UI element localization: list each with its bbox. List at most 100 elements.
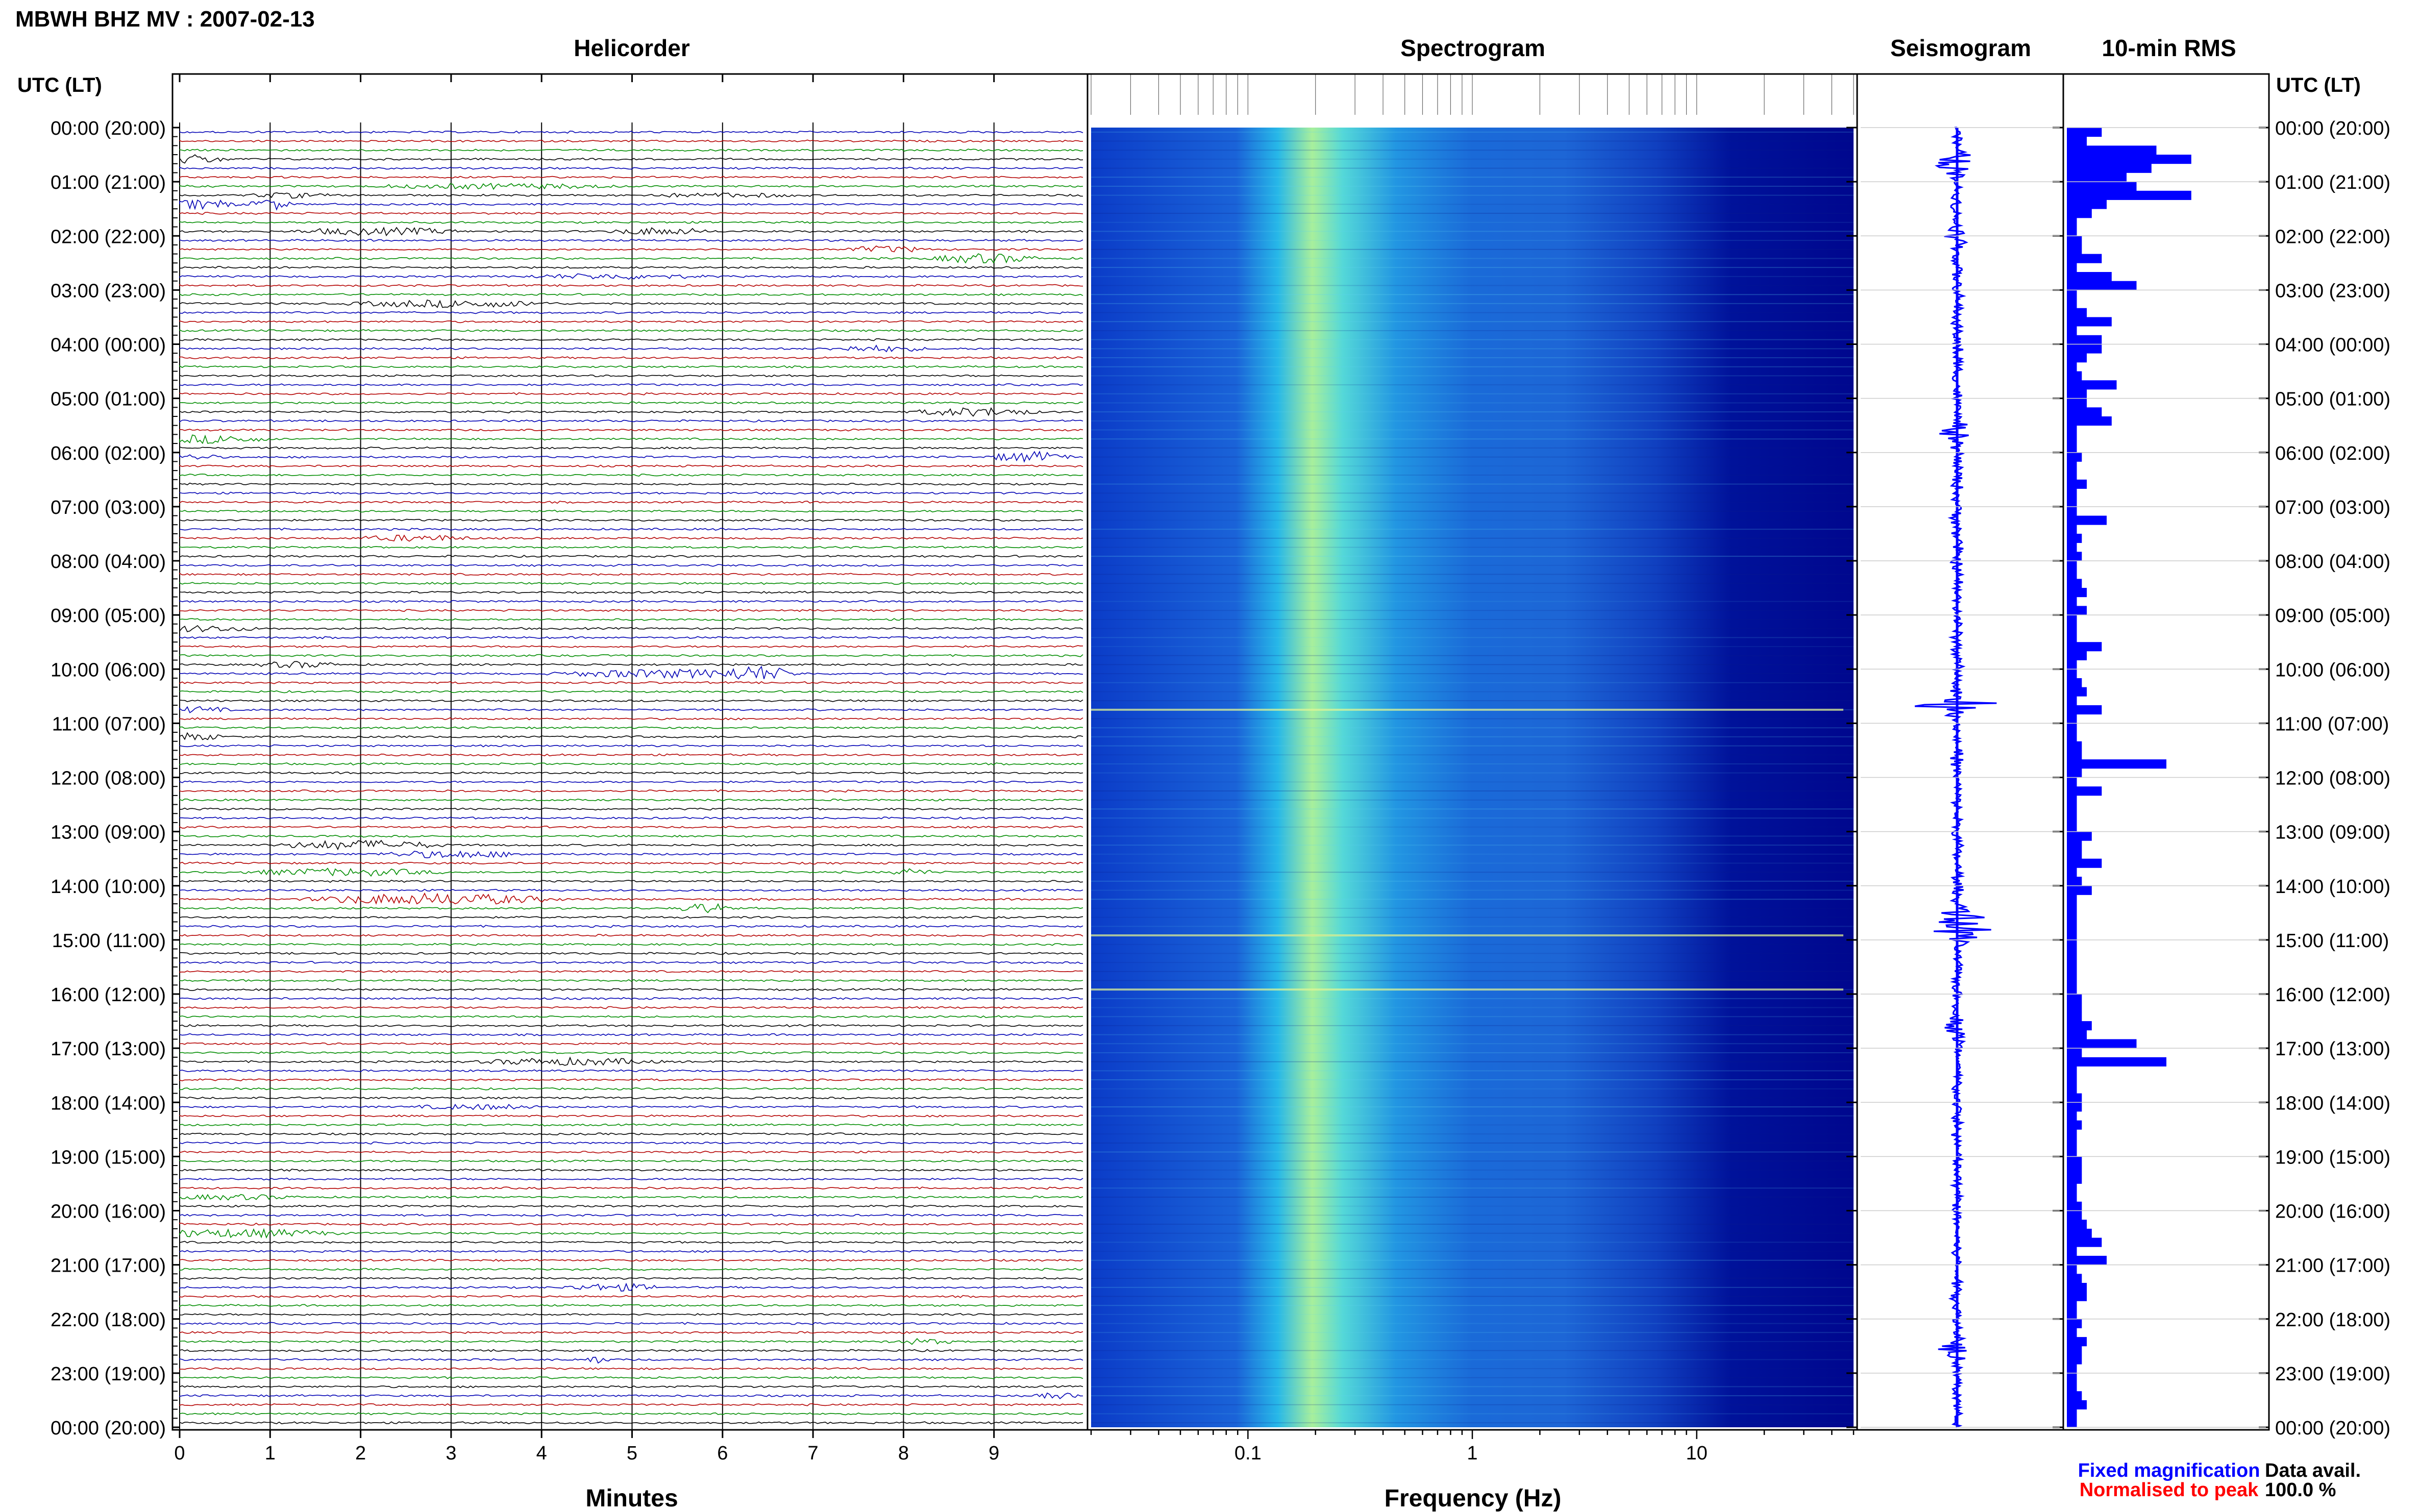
rms-bar: [2067, 236, 2082, 245]
rms-bar: [2067, 182, 2137, 191]
frequency-tick-label: 0.1: [1235, 1443, 1262, 1464]
legend-fixed-magnification: Fixed magnification: [2078, 1460, 2260, 1481]
helicorder-trace-row: [179, 434, 1083, 444]
helicorder-trace-row: [179, 888, 1083, 892]
helicorder-trace-row: [179, 176, 1083, 179]
rms-bar: [2067, 1400, 2087, 1410]
rms-bar: [2067, 163, 2152, 173]
helicorder-trace-row: [179, 450, 1083, 463]
helicorder-trace-row: [179, 798, 1083, 802]
helicorder-trace-row: [179, 1078, 1083, 1081]
helicorder-trace-row: [179, 706, 1083, 713]
rms-bar: [2067, 1418, 2077, 1428]
minute-tick-label: 6: [717, 1443, 728, 1464]
rms-bar: [2067, 515, 2107, 525]
helicorder-trace-row: [179, 1087, 1083, 1090]
helicorder-trace-row: [179, 1258, 1083, 1262]
helicorder-trace-row: [179, 293, 1083, 296]
helicorder-trace-row: [179, 880, 1083, 883]
helicorder-trace-row: [179, 419, 1083, 423]
rms-bar: [2067, 461, 2077, 471]
rms-bar: [2067, 1301, 2077, 1310]
rms-bar: [2067, 1003, 2082, 1012]
time-axis-title-left: UTC (LT): [17, 74, 102, 96]
rms-bar: [2067, 200, 2107, 209]
time-tick-label-left: 12:00 (08:00): [51, 768, 166, 789]
rms-bar: [2067, 1247, 2077, 1256]
helicorder-trace-row: [179, 329, 1083, 332]
rms-bar: [2067, 227, 2077, 236]
helicorder-trace-row: [179, 867, 1083, 877]
rms-bar: [2067, 949, 2077, 958]
helicorder-trace-row: [179, 564, 1083, 567]
helicorder-xlabel: Minutes: [585, 1485, 678, 1512]
rms-bar: [2067, 525, 2077, 534]
helicorder-trace-row: [179, 1051, 1083, 1054]
helicorder-trace-row: [179, 943, 1083, 946]
rms-bar: [2067, 434, 2077, 444]
time-tick-label-right: 15:00 (11:00): [2275, 930, 2389, 952]
rms-bars: [2067, 128, 2191, 1428]
helicorder-trace-row: [179, 338, 1083, 341]
rms-bar: [2067, 1391, 2082, 1401]
spectrogram-background: [1091, 128, 1854, 1427]
rms-bar: [2067, 1274, 2082, 1283]
rms-bar: [2067, 479, 2087, 489]
helicorder-trace-row: [179, 220, 1083, 224]
helicorder-trace-row: [179, 997, 1083, 1000]
helicorder-trace-row: [179, 690, 1083, 693]
rms-bar: [2067, 1048, 2082, 1058]
minute-tick-label: 0: [174, 1443, 185, 1464]
rms-bar: [2067, 804, 2077, 814]
helicorder-trace-row: [179, 555, 1083, 558]
time-tick-label-right: 14:00 (10:00): [2275, 876, 2390, 898]
time-tick-label-right: 09:00 (05:00): [2275, 605, 2390, 627]
helicorder-trace-row: [179, 1322, 1083, 1325]
helicorder-trace-row: [179, 573, 1083, 576]
helicorder-title: Helicorder: [574, 35, 690, 61]
rms-bar: [2067, 416, 2112, 426]
helicorder-trace-row: [179, 600, 1083, 603]
rms-bar: [2067, 1201, 2082, 1211]
time-tick-label-left: 14:00 (10:00): [51, 876, 166, 898]
time-tick-label-right: 21:00 (17:00): [2275, 1255, 2390, 1277]
time-tick-label-right: 23:00 (19:00): [2275, 1364, 2390, 1385]
time-tick-label-left: 18:00 (14:00): [51, 1093, 166, 1114]
time-tick-label-left: 03:00 (23:00): [51, 280, 166, 302]
rms-bar: [2067, 263, 2077, 272]
legend-normalised-to-peak: Normalised to peak: [2080, 1479, 2259, 1501]
time-tick-label-left: 08:00 (04:00): [51, 551, 166, 573]
time-tick-label-left: 19:00 (15:00): [51, 1147, 166, 1168]
rms-bar: [2067, 136, 2087, 146]
rms-bar: [2067, 1093, 2082, 1103]
rms-bar: [2067, 506, 2077, 516]
helicorder-trace-row: [179, 1168, 1083, 1172]
helicorder-trace-row: [179, 1412, 1083, 1416]
helicorder-trace-row: [179, 1376, 1083, 1379]
rms-bar: [2067, 1039, 2137, 1049]
axes-and-ticks: 00:00 (20:00) 00:00 (20:00) 01:00 (21:00) 0…: [51, 74, 2390, 1464]
rms-bar: [2067, 1021, 2092, 1031]
time-tick-label-right: 22:00 (18:00): [2275, 1309, 2390, 1331]
frequency-tick-label: 1: [1467, 1443, 1477, 1464]
rms-bar: [2067, 1255, 2107, 1266]
rms-bar: [2067, 813, 2077, 823]
helicorder-trace-row: [179, 446, 1083, 450]
helicorder-trace-row: [179, 834, 1083, 838]
helicorder-trace-row: [179, 1159, 1083, 1163]
helicorder-trace-row: [179, 212, 1083, 215]
helicorder-trace-row: [179, 320, 1083, 324]
time-tick-label-left: 10:00 (06:00): [51, 659, 166, 681]
rms-bar: [2067, 714, 2077, 724]
helicorder-trace-row: [179, 590, 1083, 594]
rms-title: 10-min RMS: [2102, 35, 2236, 61]
helicorder-trace-row: [179, 654, 1083, 657]
minute-tick-label: 7: [808, 1443, 819, 1464]
helicorder-trace-row: [179, 1295, 1083, 1298]
time-tick-label-left: 20:00 (16:00): [51, 1201, 166, 1223]
rms-bar: [2067, 939, 2077, 949]
helicorder-trace-row: [179, 518, 1083, 522]
rms-bar: [2067, 1228, 2092, 1238]
minute-tick-label: 1: [265, 1443, 276, 1464]
rms-bar: [2067, 1057, 2166, 1067]
